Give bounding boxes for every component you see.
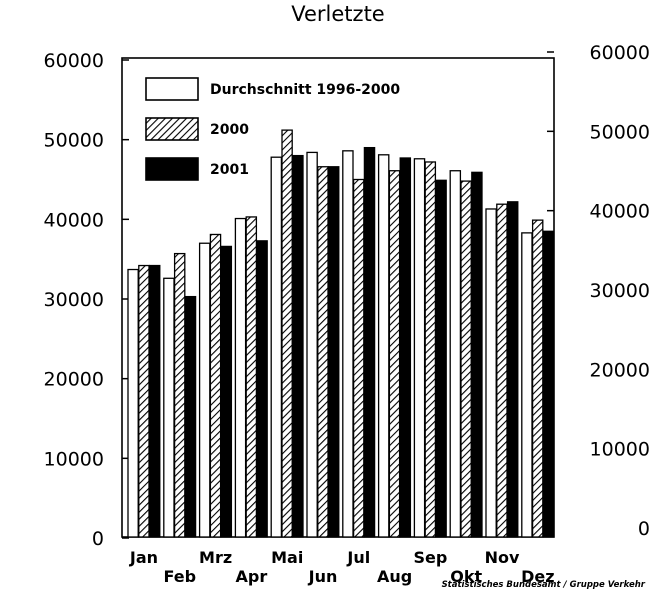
bar-2000-nov [496,203,508,538]
bar-2000-jun [317,166,329,538]
left-tick-label: 30000 [44,289,104,311]
legend-label-avg: Durchschnitt 1996-2000 [210,82,400,98]
bar-2001-feb [184,295,197,538]
left-tick-label: 40000 [44,209,104,231]
left-axis: 0 10000 20000 30000 40000 50000 60000 [44,50,129,550]
month-label-nov: Nov [485,548,520,567]
bar-avg-apr [234,217,247,538]
bar-avg-jun [306,151,318,538]
legend-label-2000: 2000 [210,122,249,138]
bar-2001-sep [435,179,447,538]
bar-2000-jan [138,264,150,538]
month-label-dez: Dez [521,567,554,586]
month-label-feb: Feb [164,567,197,586]
left-tick-label: 20000 [44,369,104,391]
bar-2000-dez [531,219,544,538]
month-label-okt: Okt [450,567,482,586]
bar-2001-apr [256,240,268,538]
bar-2001-aug [399,157,412,538]
bar-avg-mrz [198,242,211,538]
bar-2001-mai [292,154,304,538]
bar-avg-feb [163,277,175,538]
bar-2000-aug [388,170,401,538]
bar-2001-jul [363,146,376,538]
bar-2001-jun [327,166,340,538]
bar-avg-jan [127,268,139,538]
bar-2001-mrz [220,245,233,538]
month-label-mai: Mai [271,548,303,567]
month-label-jul: Jul [346,548,370,567]
right-tick-label: 50000 [590,121,650,143]
bar-2000-mai [281,129,293,538]
left-tick-label: 0 [92,528,104,550]
right-tick-label: 30000 [590,280,650,302]
bar-2001-okt [471,171,483,538]
bar-2001-jan [148,264,161,538]
month-label-jan: Jan [129,548,158,567]
source-note: Statistisches Bundesamt / Gruppe Verkehr [442,580,646,590]
bar-avg-mai [270,156,283,538]
right-tick-label: 10000 [590,439,650,461]
bar-2000-feb [173,252,186,538]
legend: Durchschnitt 1996-2000 2000 2001 [145,77,400,181]
bar-2000-apr [245,216,258,538]
bar-2001-nov [506,201,519,538]
month-label-aug: Aug [377,567,412,586]
chart-title: Verletzte [291,2,384,26]
right-tick-label: 20000 [590,359,650,381]
bar-2000-mrz [209,233,222,538]
bar-avg-dez [521,232,533,538]
right-tick-label: 60000 [590,42,650,64]
legend-swatch-avg [145,77,199,101]
left-tick-label: 50000 [44,130,104,152]
bar-avg-aug [377,154,390,538]
bar-avg-jul [342,150,354,538]
bar-2000-sep [424,161,437,538]
bar-2000-jul [352,178,365,538]
month-label-sep: Sep [413,548,447,567]
month-label-jun: Jun [308,567,338,586]
right-tick-label: 0 [638,518,650,540]
left-tick-label: 10000 [44,448,104,470]
legend-label-2001: 2001 [210,162,249,178]
bar-avg-sep [413,158,426,538]
month-label-mrz: Mrz [199,548,232,567]
month-label-apr: Apr [236,567,268,586]
bars [127,129,555,538]
bar-2000-okt [460,180,472,538]
bar-2001-dez [542,230,555,538]
right-tick-label: 40000 [590,201,650,223]
bar-avg-nov [485,208,497,538]
left-tick-label: 60000 [44,50,104,72]
bar-avg-okt [449,170,462,538]
legend-swatch-2000 [145,117,199,141]
right-axis: 0 10000 20000 30000 40000 50000 60000 [547,42,650,540]
legend-swatch-2001 [145,157,199,181]
